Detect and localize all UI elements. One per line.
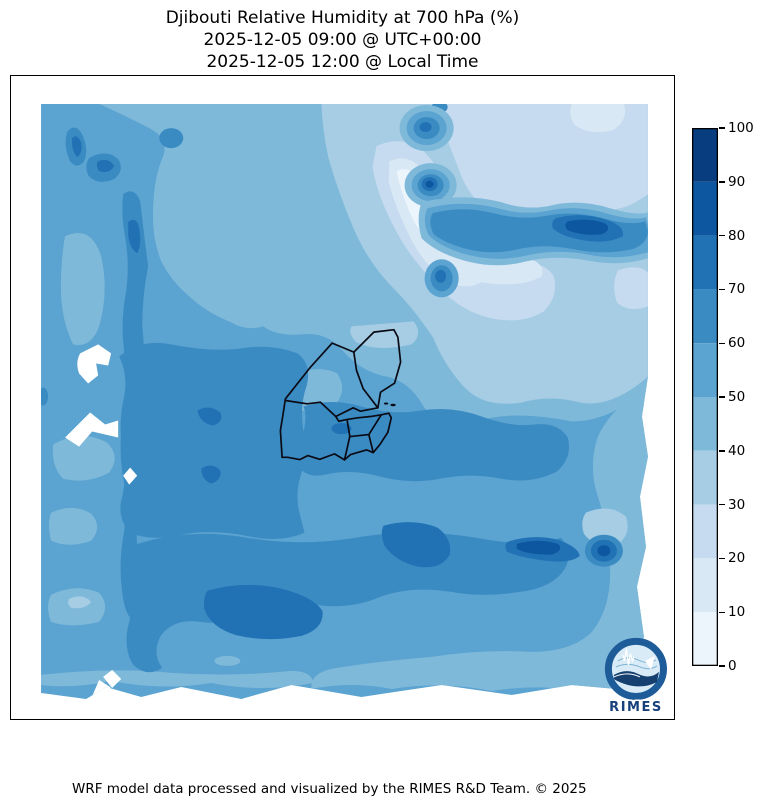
contour-path <box>614 267 648 310</box>
colorbar-tick-label: 100 <box>728 120 754 136</box>
contour-path <box>204 584 323 640</box>
figure-title: Djibouti Relative Humidity at 700 hPa (%… <box>10 7 675 73</box>
colorbar-tick-label: 20 <box>728 550 746 566</box>
island-mark <box>390 403 396 407</box>
contour-field <box>41 104 648 699</box>
colorbar-band <box>692 397 718 451</box>
colorbar-tick-label: 50 <box>728 389 746 405</box>
colorbar-tick-label: 0 <box>728 658 737 674</box>
colorbar-tick <box>719 396 725 398</box>
colorbar-tick-label: 10 <box>728 604 746 620</box>
contour-path <box>214 655 241 666</box>
title-line-3: 2025-12-05 12:00 @ Local Time <box>206 52 479 72</box>
map-axes-frame: RIMES <box>10 75 675 720</box>
contour-path <box>425 180 434 188</box>
contour-path <box>297 402 570 482</box>
contour-path <box>126 532 569 673</box>
colorbar-tick <box>719 450 725 452</box>
colorbar-tick <box>719 665 725 667</box>
colorbar-band <box>692 289 718 344</box>
rimes-logo-wave-line <box>615 663 658 670</box>
contour-path <box>392 670 423 683</box>
colorbar-band <box>692 235 718 290</box>
contour-path <box>565 219 609 235</box>
colorbar-tick-label: 80 <box>728 228 746 244</box>
colorbar-tick <box>719 235 725 237</box>
masked-area <box>123 467 138 485</box>
rimes-logo-wave <box>613 671 659 687</box>
contour-path <box>71 136 82 158</box>
colorbar-tick-label: 40 <box>728 443 746 459</box>
colorbar-band <box>692 181 718 236</box>
contour-path <box>582 508 628 546</box>
contour-path <box>597 545 611 557</box>
contour-path <box>350 321 419 348</box>
colorbar-tick <box>719 611 725 613</box>
rimes-logo: RIMES <box>604 637 667 716</box>
island-mark <box>383 402 389 405</box>
colorbar-tick-label: 70 <box>728 281 746 297</box>
contour-path <box>159 128 184 149</box>
contour-path <box>201 465 221 484</box>
colorbar <box>692 128 718 666</box>
colorbar-tick <box>719 504 725 506</box>
masked-area <box>103 669 122 688</box>
colorbar-band <box>692 450 718 505</box>
masked-area <box>65 412 119 447</box>
rimes-logo-crest <box>613 673 641 678</box>
title-line-2: 2025-12-05 09:00 @ UTC+00:00 <box>203 30 482 50</box>
rimes-logo-seismogram <box>622 648 635 666</box>
contour-path <box>60 232 105 346</box>
colorbar-tick-label: 60 <box>728 335 746 351</box>
contour-path <box>41 387 49 406</box>
colorbar-band <box>692 558 718 613</box>
colorbar-tick <box>719 181 725 183</box>
colorbar-band <box>692 504 718 559</box>
colorbar-band <box>692 612 718 666</box>
contour-path <box>435 269 447 283</box>
contour-path <box>516 540 561 555</box>
colorbar-band <box>692 343 718 397</box>
colorbar-tick <box>719 127 725 129</box>
country-border <box>279 328 402 461</box>
humidity-contour-map: RIMES <box>41 104 667 716</box>
footer-credit: WRF model data processed and visualized … <box>72 781 587 797</box>
contour-path <box>52 436 115 481</box>
contour-path <box>49 507 98 545</box>
contour-path <box>570 104 626 133</box>
region-boundary <box>367 433 375 454</box>
colorbar-tick <box>719 288 725 291</box>
colorbar-tick <box>719 342 725 344</box>
contour-path <box>119 342 309 539</box>
contour-path <box>431 104 648 222</box>
contour-path <box>419 122 432 133</box>
contour-path <box>331 423 352 435</box>
contour-path <box>96 159 115 172</box>
contour-path <box>197 407 222 426</box>
region-boundary <box>352 351 379 409</box>
rimes-logo-text: RIMES <box>609 700 663 715</box>
colorbar-tick-label: 90 <box>728 174 746 190</box>
colorbar-outline <box>692 128 718 666</box>
colorbar-tick <box>719 557 725 560</box>
contour-path <box>67 596 92 609</box>
rimes-logo-ring <box>604 637 667 700</box>
masked-area <box>77 344 112 384</box>
title-line-1: Djibouti Relative Humidity at 700 hPa (%… <box>165 8 520 28</box>
colorbar-band <box>692 128 718 182</box>
rimes-logo-sail <box>644 655 655 670</box>
colorbar-tick-label: 30 <box>728 497 746 513</box>
colorbar-scale <box>692 128 718 666</box>
contour-path <box>381 522 451 568</box>
region-boundary <box>284 399 337 418</box>
contour-path <box>128 219 141 254</box>
